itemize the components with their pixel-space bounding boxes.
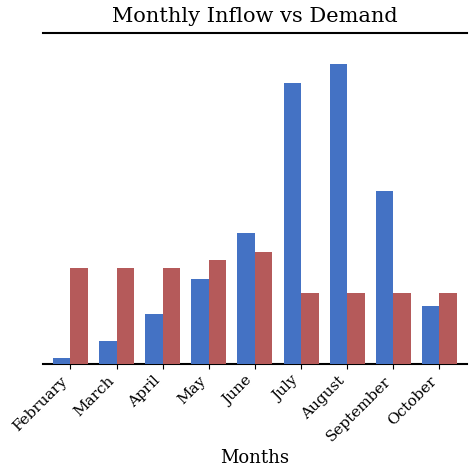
- Bar: [145, 314, 163, 364]
- Bar: [329, 64, 347, 364]
- Bar: [237, 233, 255, 364]
- Bar: [376, 191, 393, 364]
- Bar: [99, 341, 117, 364]
- Bar: [163, 268, 180, 364]
- Bar: [422, 306, 439, 364]
- Bar: [191, 279, 209, 364]
- Bar: [71, 268, 88, 364]
- X-axis label: Months: Months: [220, 449, 290, 467]
- Bar: [255, 252, 273, 364]
- Bar: [393, 293, 411, 364]
- Bar: [283, 83, 301, 364]
- Bar: [347, 293, 365, 364]
- Bar: [7, 360, 24, 364]
- Title: Monthly Inflow vs Demand: Monthly Inflow vs Demand: [112, 7, 398, 26]
- Bar: [301, 293, 319, 364]
- Bar: [24, 268, 42, 364]
- Bar: [209, 260, 227, 364]
- Bar: [117, 268, 134, 364]
- Bar: [53, 358, 71, 364]
- Bar: [439, 293, 457, 364]
